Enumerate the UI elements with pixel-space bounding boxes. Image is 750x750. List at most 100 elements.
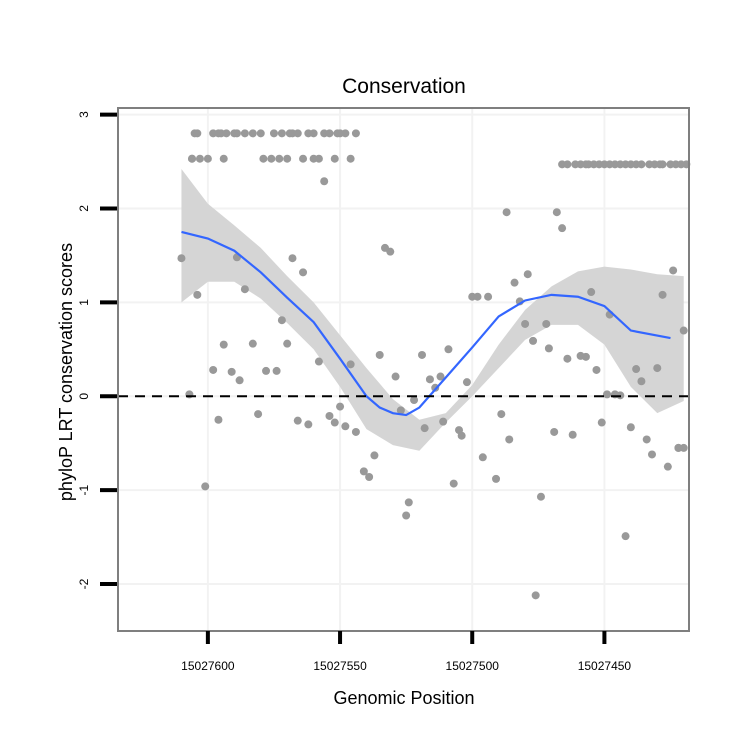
data-point-21 (304, 420, 313, 429)
data-point-14 (262, 366, 271, 375)
ceiling-point-27 (314, 154, 323, 163)
data-point-46 (436, 372, 445, 381)
ceiling-point-2 (193, 129, 202, 138)
ceiling-point-35 (351, 129, 360, 138)
data-point-74 (568, 430, 577, 439)
data-points (177, 129, 691, 600)
data-point-24 (320, 177, 329, 186)
data-point-49 (449, 479, 458, 488)
ceiling-point-9 (222, 129, 231, 138)
data-point-52 (462, 378, 471, 387)
data-point-33 (370, 451, 379, 460)
data-point-37 (391, 372, 400, 381)
data-point-86 (632, 365, 641, 374)
data-point-59 (502, 208, 511, 217)
data-point-44 (425, 375, 434, 384)
data-point-17 (283, 339, 292, 348)
ceiling-point-26 (309, 129, 318, 138)
data-point-88 (642, 435, 651, 444)
data-point-90 (653, 364, 662, 373)
data-point-7 (219, 340, 228, 349)
data-point-5 (209, 365, 218, 374)
data-point-10 (235, 376, 244, 385)
y-tick-label-1: -1 (77, 484, 91, 495)
confidence-ribbon (181, 169, 684, 451)
data-point-60 (505, 435, 514, 444)
data-point-40 (404, 498, 413, 507)
x-tick-label-3: 15027450 (578, 659, 632, 673)
data-point-34 (375, 350, 384, 359)
data-point-70 (550, 427, 559, 436)
ceiling-point-11 (232, 129, 241, 138)
data-point-28 (341, 422, 350, 431)
y-tick-label-3: 1 (77, 299, 91, 306)
ceiling-point-23 (293, 129, 302, 138)
data-point-8 (227, 367, 236, 376)
ceiling-point-29 (325, 129, 334, 138)
ceiling-point-37 (563, 160, 572, 169)
data-point-54 (473, 292, 482, 301)
data-point-85 (626, 423, 635, 432)
panel-background (118, 108, 689, 631)
data-point-65 (529, 336, 538, 345)
data-point-66 (531, 591, 540, 600)
data-point-51 (457, 431, 466, 440)
data-point-57 (492, 474, 501, 483)
data-point-84 (621, 532, 630, 541)
data-point-95 (679, 326, 688, 335)
ceiling-point-24 (299, 154, 308, 163)
data-point-72 (558, 224, 567, 233)
data-point-27 (336, 402, 345, 411)
plot-panel (117, 107, 691, 632)
y-tick-label-2: 0 (77, 393, 91, 400)
ceiling-point-30 (330, 154, 339, 163)
x-tick-label-0: 15027600 (181, 659, 235, 673)
ceiling-point-3 (195, 154, 204, 163)
y-tick-label-0: -2 (77, 578, 91, 589)
data-point-42 (418, 350, 427, 359)
ceiling-point-33 (341, 129, 350, 138)
x-tick-label-1: 15027550 (313, 659, 367, 673)
ceiling-point-51 (637, 160, 646, 169)
data-point-30 (351, 427, 360, 436)
data-point-93 (669, 266, 678, 275)
data-point-39 (402, 511, 411, 520)
data-point-89 (647, 450, 656, 459)
ceiling-point-15 (259, 154, 268, 163)
data-point-76 (581, 352, 590, 361)
data-point-48 (444, 345, 453, 354)
data-point-25 (325, 411, 334, 420)
data-point-29 (346, 360, 355, 369)
data-point-26 (330, 418, 339, 427)
data-point-16 (277, 316, 286, 325)
confidence-band (181, 169, 684, 451)
ceiling-point-17 (269, 129, 278, 138)
data-point-68 (542, 319, 551, 328)
data-point-69 (544, 344, 553, 353)
data-point-23 (314, 357, 323, 366)
data-point-78 (592, 365, 601, 374)
ceiling-point-12 (240, 129, 249, 138)
data-point-97 (674, 443, 683, 452)
data-point-67 (536, 492, 545, 501)
data-point-15 (272, 366, 281, 375)
data-point-32 (365, 473, 374, 482)
data-point-80 (603, 390, 612, 399)
data-point-64 (523, 270, 532, 279)
x-axis-label: Genomic Position (333, 688, 474, 708)
data-point-91 (658, 290, 667, 299)
data-point-43 (420, 424, 429, 433)
data-point-41 (410, 396, 419, 405)
data-point-12 (248, 339, 257, 348)
data-point-58 (497, 410, 506, 419)
data-point-47 (439, 417, 448, 426)
smooth-line-layer (181, 230, 671, 417)
ceiling-point-19 (277, 129, 286, 138)
y-axis: -2 -1 0 1 2 3 (77, 111, 117, 589)
data-point-61 (510, 278, 519, 287)
data-point-77 (587, 288, 596, 297)
data-point-19 (293, 416, 302, 425)
ceiling-point-0 (188, 154, 197, 163)
data-point-3 (193, 290, 202, 299)
ceiling-point-14 (256, 129, 265, 138)
